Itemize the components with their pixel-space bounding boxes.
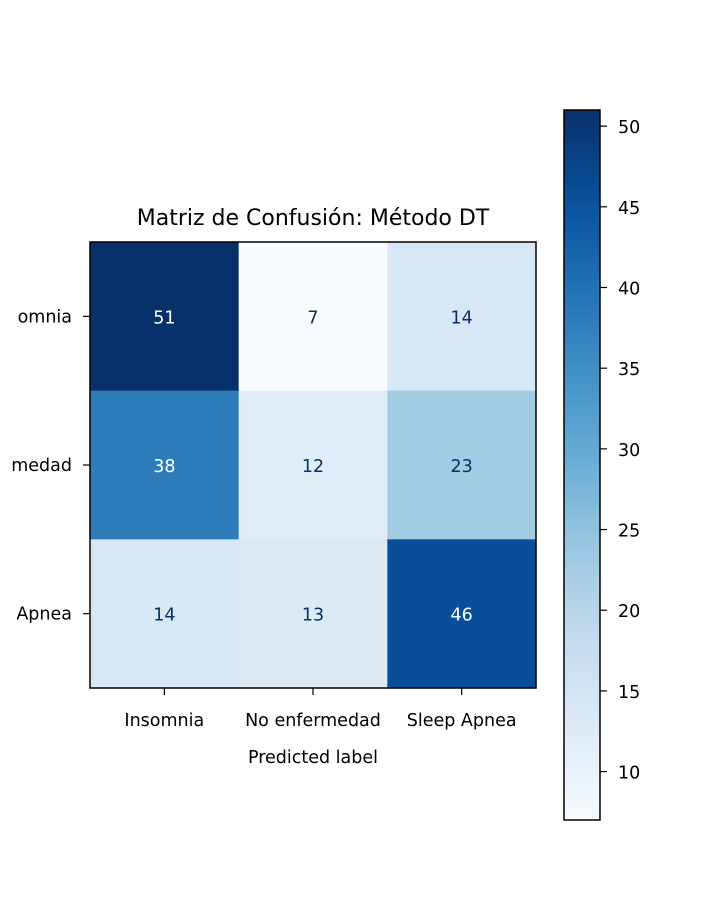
x-axis-label: Predicted label [248,748,378,768]
heatmap-cell [387,242,537,392]
heatmap-cell [90,390,240,540]
y-axis: omnia medad Apnea [11,307,90,625]
y-tick-label: Apnea [16,605,72,625]
colorbar-tick-label: 35 [618,360,640,380]
colorbar-tick-label: 25 [618,522,640,542]
heatmap-cell-labels: 51 7 14 38 12 23 14 13 46 [153,308,473,625]
heatmap-cell [238,242,388,392]
cell-value-label: 23 [451,457,473,477]
colorbar-tick-label: 15 [618,683,640,703]
y-tick-label: omnia [18,307,72,327]
heatmap-cell [90,242,240,392]
cell-value-label: 12 [302,457,324,477]
heatmap-cell [387,539,537,689]
cell-value-label: 14 [451,308,473,328]
x-tick-label: Insomnia [124,711,204,731]
colorbar [563,109,601,821]
heatmap-cell [387,390,537,540]
x-axis: Insomnia No enfermedad Sleep Apnea [124,688,517,731]
colorbar-tick-label: 45 [618,199,640,219]
cell-value-label: 38 [153,457,175,477]
x-tick-label: No enfermedad [245,711,381,731]
colorbar-tick-label: 10 [618,764,640,784]
colorbar-tick-label: 50 [618,118,640,138]
colorbar-tick-label: 30 [618,441,640,461]
cell-value-label: 46 [451,606,473,626]
heatmap-cells [90,242,537,689]
y-tick-label: medad [11,456,72,476]
cell-value-label: 51 [153,308,175,328]
cell-value-label: 13 [302,606,324,626]
colorbar-ticks: 10 15 20 25 30 35 40 45 50 [600,118,640,784]
heatmap-cell [238,539,388,689]
colorbar-tick-label: 40 [618,280,640,300]
heatmap-cell [90,539,240,689]
colorbar-tick-label: 20 [618,602,640,622]
cell-value-label: 14 [153,606,175,626]
x-tick-label: Sleep Apnea [407,711,517,731]
heatmap-cell [238,390,388,540]
cell-value-label: 7 [307,308,318,328]
chart-title: Matriz de Confusión: Método DT [137,206,490,231]
